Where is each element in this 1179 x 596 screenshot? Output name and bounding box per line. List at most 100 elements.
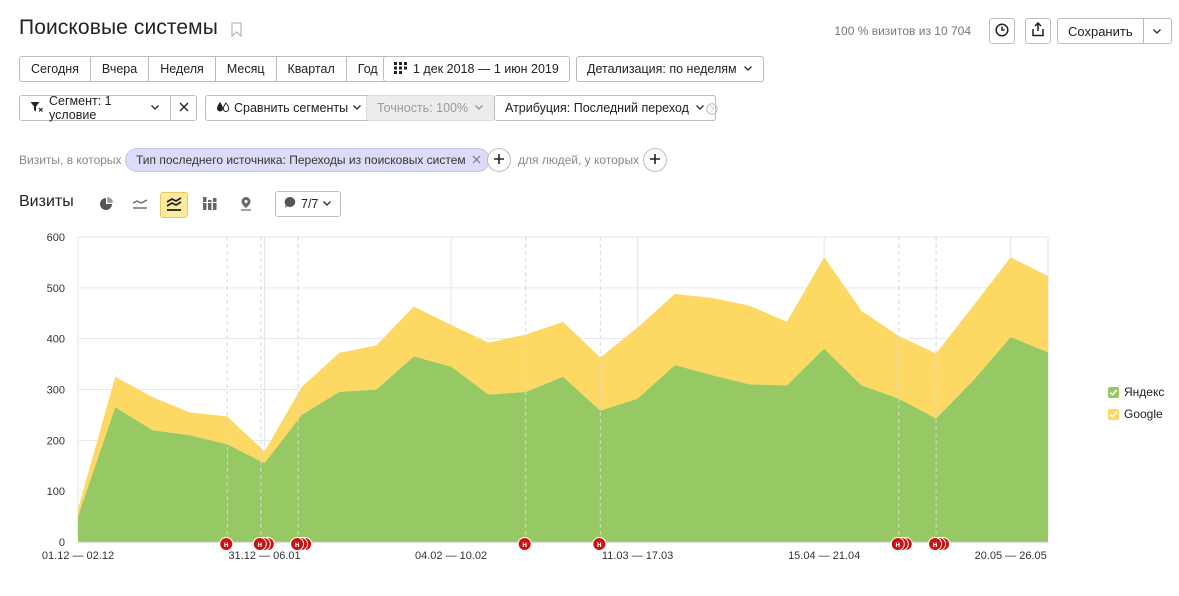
save-group: Сохранить xyxy=(1057,18,1172,44)
period-yesterday-button[interactable]: Вчера xyxy=(90,56,150,82)
share-icon xyxy=(1031,21,1045,40)
y-tick-label: 500 xyxy=(47,283,65,295)
period-today-button[interactable]: Сегодня xyxy=(19,56,91,82)
checkbox-icon[interactable] xyxy=(1108,408,1119,420)
x-tick-label: 20.05 — 26.05 xyxy=(975,550,1047,562)
y-tick-label: 400 xyxy=(47,334,65,346)
plus-icon xyxy=(649,153,661,168)
visits-area-chart: 0 100 200 300 400 500 600 01.12 — 02.12 31.12 — … xyxy=(42,232,1049,562)
svg-text:?: ? xyxy=(710,105,715,114)
close-icon xyxy=(179,101,189,115)
legend-item-yandex[interactable]: Яндекс xyxy=(1108,381,1164,403)
chart-type-line-button[interactable] xyxy=(126,192,154,218)
chevron-down-icon xyxy=(474,101,484,115)
y-tick-label: 200 xyxy=(47,435,65,447)
segment-dropdown[interactable]: Сегмент: 1 условие xyxy=(19,94,171,122)
chart-section-title: Визиты xyxy=(19,193,74,210)
chevron-down-icon xyxy=(695,101,705,115)
filter-chip[interactable]: Тип последнего источника: Переходы из по… xyxy=(125,148,490,172)
save-button[interactable]: Сохранить xyxy=(1057,18,1144,44)
checkbox-icon[interactable] xyxy=(1108,386,1119,398)
note-icon-label: н xyxy=(295,540,300,549)
save-menu-button[interactable] xyxy=(1143,18,1172,44)
notes-count-label: 7/7 xyxy=(301,197,319,211)
history-button[interactable] xyxy=(989,18,1015,44)
filter-chip-label: Тип последнего источника: Переходы из по… xyxy=(136,153,466,167)
y-tick-label: 600 xyxy=(47,232,65,244)
note-icon-label: н xyxy=(933,540,938,549)
legend-label-google: Google xyxy=(1124,407,1163,421)
series-area-yandex xyxy=(78,337,1048,542)
y-tick-label: 100 xyxy=(47,486,65,498)
date-range-label: 1 дек 2018 — 1 июн 2019 xyxy=(413,62,559,76)
date-range-button[interactable]: 1 дек 2018 — 1 июн 2019 xyxy=(383,56,570,82)
period-selector: Сегодня Вчера Неделя Месяц Квартал Год xyxy=(19,56,390,82)
close-icon[interactable] xyxy=(472,153,481,167)
chevron-down-icon xyxy=(743,62,753,76)
note-icon xyxy=(592,537,607,551)
note-icon xyxy=(928,537,943,551)
compare-segments-label: Сравнить сегменты xyxy=(234,101,349,115)
filter-people-label: для людей, у которых xyxy=(518,153,640,167)
legend-item-google[interactable]: Google xyxy=(1108,403,1164,425)
attribution-label: Атрибуция: Последний переход xyxy=(505,101,689,115)
note-icon xyxy=(517,537,532,551)
accuracy-label: Точность: 100% xyxy=(377,101,469,115)
segment-clear-button[interactable] xyxy=(170,95,197,121)
add-people-condition-button[interactable] xyxy=(643,148,667,172)
x-tick-label: 31.12 — 06.01 xyxy=(228,550,300,562)
note-icon-label: н xyxy=(224,540,229,549)
period-year-button[interactable]: Год xyxy=(346,56,390,82)
comment-icon xyxy=(284,196,297,212)
bar-chart-icon xyxy=(203,197,217,213)
period-month-button[interactable]: Месяц xyxy=(215,56,277,82)
chart-type-map-button[interactable] xyxy=(232,192,260,218)
map-pin-icon xyxy=(240,196,252,214)
note-icon-label: н xyxy=(257,540,262,549)
help-icon[interactable]: ? xyxy=(706,103,718,118)
calendar-icon xyxy=(394,61,407,77)
period-quarter-button[interactable]: Квартал xyxy=(276,56,347,82)
chart-legend: Яндекс Google xyxy=(1108,381,1164,425)
y-tick-label: 300 xyxy=(47,385,65,397)
x-tick-label: 11.03 — 17.03 xyxy=(602,550,673,562)
series-area-google xyxy=(78,257,1048,517)
note-icon xyxy=(219,537,234,551)
plus-icon xyxy=(493,153,505,168)
note-icon-label: н xyxy=(597,540,602,549)
x-tick-label: 04.02 — 10.02 xyxy=(415,550,487,562)
notes-dropdown[interactable]: 7/7 xyxy=(275,191,342,217)
note-icon xyxy=(252,537,267,551)
add-visit-condition-button[interactable] xyxy=(487,148,511,172)
chevron-down-icon xyxy=(1152,24,1162,39)
chart-type-stacked-area-button[interactable] xyxy=(160,192,188,218)
stacked-area-icon xyxy=(166,196,182,214)
chart-type-bar-button[interactable] xyxy=(196,192,224,218)
drops-icon xyxy=(216,101,230,116)
legend-label-yandex: Яндекс xyxy=(1124,385,1165,399)
x-tick-label: 01.12 — 02.12 xyxy=(42,550,114,562)
attribution-dropdown[interactable]: Атрибуция: Последний переход xyxy=(494,95,716,121)
export-button[interactable] xyxy=(1025,18,1051,44)
detail-label: Детализация: по неделям xyxy=(587,62,737,76)
note-icon-label: н xyxy=(522,540,527,549)
detail-dropdown[interactable]: Детализация: по неделям xyxy=(576,56,764,82)
note-icon xyxy=(290,537,305,551)
x-tick-label: 15.04 — 21.04 xyxy=(788,550,860,562)
visits-share: 100 % визитов из 10 704 xyxy=(834,24,971,38)
clock-icon xyxy=(995,22,1009,40)
note-icon xyxy=(890,537,905,551)
chart-type-pie-button[interactable] xyxy=(92,192,120,218)
y-tick-label: 0 xyxy=(59,537,65,549)
bookmark-icon[interactable] xyxy=(231,22,242,40)
chevron-down-icon xyxy=(150,101,160,115)
page-title: Поисковые системы xyxy=(19,16,218,39)
pie-chart-icon xyxy=(99,196,113,214)
chevron-down-icon xyxy=(352,101,362,115)
accuracy-dropdown[interactable]: Точность: 100% xyxy=(366,95,496,121)
segment-label: Сегмент: 1 условие xyxy=(49,94,112,122)
chevron-down-icon xyxy=(322,197,332,211)
period-week-button[interactable]: Неделя xyxy=(149,56,216,82)
compare-segments-dropdown[interactable]: Сравнить сегменты xyxy=(205,95,374,121)
filter-icon xyxy=(30,101,43,116)
